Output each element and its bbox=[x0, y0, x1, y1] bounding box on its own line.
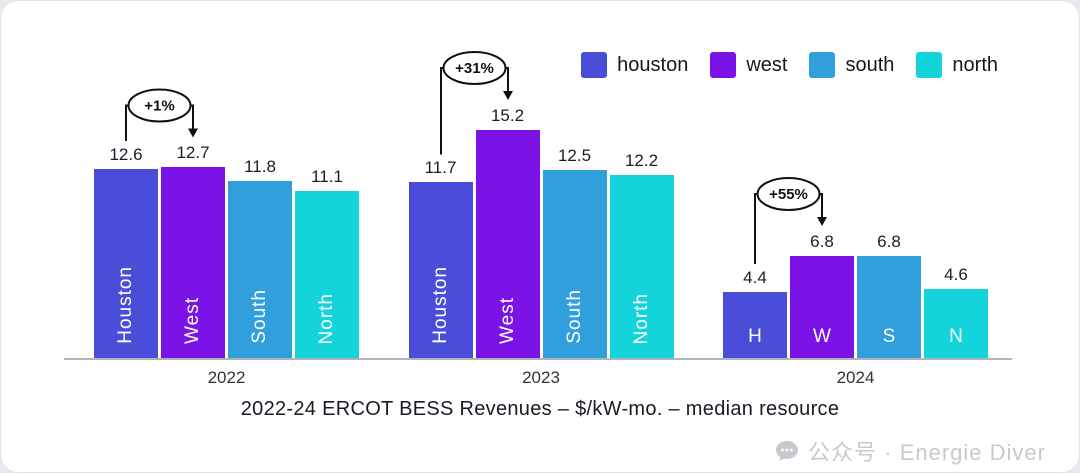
bar-column-houston-2024: 4.4 H bbox=[723, 268, 787, 358]
legend-label-houston: houston bbox=[617, 53, 689, 76]
bar-value-label: 11.1 bbox=[311, 167, 343, 186]
svg-text:+31%: +31% bbox=[455, 60, 494, 77]
bar-column-north-2024: 4.6 N bbox=[924, 265, 988, 358]
bar-inner-label: West bbox=[496, 297, 518, 344]
bar-value-label: 4.4 bbox=[743, 268, 767, 287]
arrow-down-icon bbox=[188, 128, 198, 138]
bar-houston-2023: Houston bbox=[408, 182, 473, 358]
bar-column-north-2022: 11.1 North bbox=[295, 167, 359, 358]
legend-item-houston: houston bbox=[581, 52, 688, 78]
bar-inner-label: Houston bbox=[115, 266, 136, 344]
legend-swatch-south bbox=[809, 52, 836, 78]
bar-inner-label: North bbox=[630, 292, 652, 344]
bar-value-label: 4.6 bbox=[944, 265, 968, 284]
arrow-down-icon bbox=[817, 217, 827, 226]
bar-value-label: 11.7 bbox=[424, 158, 457, 177]
bar-group-2023: 11.7 Houston 15.2 West 12.5 South 12.2 North +31… bbox=[408, 38, 674, 358]
chat-bubble-icon bbox=[774, 439, 800, 463]
bar-group-2024: 4.4 H 6.8 W 6.8 S 4.6 N +55% bbox=[723, 38, 988, 358]
bar-value-label: 12.6 bbox=[109, 145, 143, 164]
x-axis-labels: 2022 2023 2024 bbox=[64, 368, 1012, 388]
bar-west-2022: West bbox=[161, 167, 225, 358]
bar-value-label: 6.8 bbox=[810, 232, 834, 251]
bar-column-west-2024: 6.8 W bbox=[790, 232, 854, 358]
watermark: 公众号 · Energie Diver bbox=[774, 435, 1046, 467]
bar-group-2022: 12.6 Houston 12.7 West 11.8 South 11.1 North +1% bbox=[94, 38, 359, 358]
chart-area: 12.6 Houston 12.7 West 11.8 South 11.1 North +1%… bbox=[64, 38, 1012, 388]
watermark-text: 公众号 · Energie Diver bbox=[808, 440, 1046, 465]
legend-item-south: south bbox=[809, 52, 894, 78]
x-axis-label-2023: 2023 bbox=[522, 368, 560, 387]
bar-inner-label: South bbox=[249, 289, 270, 344]
bar-value-label: 12.7 bbox=[176, 143, 210, 162]
arrow-down-icon bbox=[502, 91, 513, 100]
bar-column-south-2023: 12.5 South bbox=[542, 146, 607, 358]
x-axis-label-2022: 2022 bbox=[207, 368, 246, 387]
bar-inner-label: S bbox=[882, 326, 896, 347]
bar-column-west-2023: 15.2 West bbox=[475, 106, 540, 358]
bar-houston-2022: Houston bbox=[94, 169, 158, 358]
svg-text:+1%: +1% bbox=[144, 98, 174, 115]
bar-column-north-2023: 12.2 North bbox=[609, 151, 674, 358]
bar-value-label: 12.2 bbox=[624, 151, 659, 170]
bar-south-2023: South bbox=[542, 170, 607, 358]
bar-column-south-2022: 11.8 South bbox=[228, 157, 292, 358]
bar-value-label: 12.5 bbox=[557, 146, 592, 165]
bar-value-label: 15.2 bbox=[490, 106, 525, 125]
bar-west-2024: W bbox=[790, 256, 854, 358]
bar-inner-label: H bbox=[748, 326, 762, 347]
bar-inner-label: Houston bbox=[429, 266, 451, 344]
legend-label-south: south bbox=[845, 53, 895, 76]
bar-value-label: 6.8 bbox=[877, 232, 901, 251]
x-axis-label-2024: 2024 bbox=[836, 368, 875, 387]
bar-inner-label: W bbox=[813, 326, 831, 347]
bar-north-2024: N bbox=[924, 289, 988, 358]
bar-north-2023: North bbox=[609, 175, 674, 358]
legend-swatch-west bbox=[710, 52, 737, 78]
legend-item-north: north bbox=[916, 52, 998, 78]
plot-area: 12.6 Houston 12.7 West 11.8 South 11.1 North +1%… bbox=[64, 38, 1012, 360]
bar-column-south-2024: 6.8 S bbox=[857, 232, 921, 358]
bar-column-houston-2022: 12.6 Houston bbox=[94, 145, 158, 358]
legend-item-west: west bbox=[710, 52, 787, 78]
bar-west-2023: West bbox=[475, 130, 540, 358]
legend-swatch-houston bbox=[581, 52, 608, 78]
bar-column-houston-2023: 11.7 Houston bbox=[408, 158, 473, 358]
legend-swatch-north bbox=[916, 52, 943, 78]
bar-column-west-2022: 12.7 West bbox=[161, 143, 225, 358]
svg-text:+55%: +55% bbox=[769, 186, 808, 203]
bar-north-2022: North bbox=[295, 191, 359, 358]
legend: houston west south north bbox=[581, 52, 998, 78]
legend-label-west: west bbox=[746, 53, 788, 76]
bar-south-2024: S bbox=[857, 256, 921, 358]
bar-south-2022: South bbox=[228, 181, 292, 358]
bar-inner-label: West bbox=[182, 297, 203, 344]
bar-inner-label: N bbox=[949, 326, 963, 347]
chart-title: 2022-24 ERCOT BESS Revenues – $/kW-mo. –… bbox=[240, 398, 840, 420]
bar-inner-label: North bbox=[316, 292, 337, 344]
bar-value-label: 11.8 bbox=[244, 157, 276, 176]
bar-houston-2024: H bbox=[723, 292, 787, 358]
bar-inner-label: South bbox=[563, 289, 585, 344]
legend-label-north: north bbox=[952, 53, 998, 76]
